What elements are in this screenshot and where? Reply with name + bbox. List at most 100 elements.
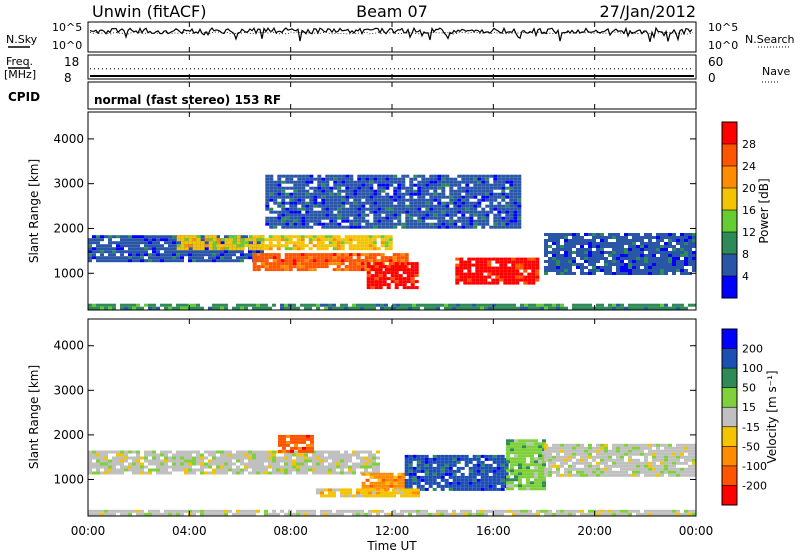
power-cell <box>180 256 184 260</box>
power-cell <box>260 247 265 251</box>
power-cell <box>316 259 321 263</box>
power-cell <box>248 247 253 251</box>
colorbar-segment <box>722 407 737 427</box>
velocity-cell <box>506 439 510 443</box>
velocity-cell <box>208 465 212 469</box>
power-cell <box>588 251 592 254</box>
velocity-cell <box>192 462 196 466</box>
power-cell <box>369 201 374 205</box>
power-cell <box>370 280 375 284</box>
power-cell <box>409 213 414 217</box>
velocity-cell <box>436 472 441 476</box>
power-cell <box>293 174 298 178</box>
power-cell <box>421 198 426 202</box>
velocity-cell <box>288 462 292 466</box>
velocity-cell <box>668 473 672 477</box>
power-cell <box>572 272 576 275</box>
velocity-cell <box>672 470 676 474</box>
velocity-cell <box>552 470 556 474</box>
velocity-cell <box>514 451 518 455</box>
velocity-cell <box>448 487 453 491</box>
power-cell <box>544 233 548 236</box>
velocity-cell <box>132 471 136 475</box>
power-cell <box>644 272 648 275</box>
velocity-cell <box>192 456 196 460</box>
power-cell <box>380 253 385 257</box>
power-cell <box>416 306 420 310</box>
power-cell <box>475 278 480 282</box>
velocity-cell <box>492 509 496 513</box>
velocity-cell <box>120 450 124 454</box>
power-cell <box>433 210 438 214</box>
power-cell <box>377 207 382 211</box>
velocity-cell <box>556 449 560 453</box>
velocity-cell <box>164 459 168 463</box>
power-cell <box>381 207 386 211</box>
power-cell <box>620 266 624 269</box>
velocity-cell <box>340 465 344 469</box>
velocity-cell <box>538 454 542 458</box>
power-cell <box>417 213 422 217</box>
velocity-cell <box>620 512 624 516</box>
velocity-cell <box>636 509 640 513</box>
velocity-cell <box>668 455 672 459</box>
velocity-cell <box>404 457 409 461</box>
velocity-cell <box>212 459 216 463</box>
power-cell <box>309 216 314 220</box>
power-cell <box>406 262 411 266</box>
power-cell <box>289 204 294 208</box>
power-cell <box>317 177 322 181</box>
velocity-cell <box>544 473 548 477</box>
velocity-cell <box>388 491 392 495</box>
power-cell <box>660 272 664 275</box>
power-cell <box>378 265 383 269</box>
velocity-cell <box>444 454 449 458</box>
velocity-cell <box>298 446 302 450</box>
power-cell <box>374 268 379 272</box>
power-cell <box>495 281 500 285</box>
velocity-cell <box>336 509 340 513</box>
velocity-cell <box>268 459 272 463</box>
velocity-cell <box>332 453 336 457</box>
velocity-cell <box>464 460 469 464</box>
power-cell <box>433 177 438 181</box>
power-cell <box>296 253 301 257</box>
power-cell <box>433 222 438 226</box>
velocity-cell <box>244 468 248 472</box>
power-cell <box>393 180 398 184</box>
power-cell <box>517 177 522 181</box>
power-cell <box>377 180 382 184</box>
power-cell <box>305 207 310 211</box>
velocity-cell <box>530 475 534 479</box>
power-cell <box>523 257 528 261</box>
power-cell <box>389 201 394 205</box>
power-cell <box>273 201 278 205</box>
power-cell <box>364 306 368 310</box>
power-cell <box>366 265 371 269</box>
velocity-cell <box>96 512 100 516</box>
velocity-cell <box>377 478 382 482</box>
power-cell <box>527 281 532 285</box>
power-cell <box>289 210 294 214</box>
power-cell <box>373 216 378 220</box>
velocity-cell <box>608 470 612 474</box>
velocity-cell <box>420 484 425 488</box>
power-cell <box>104 244 108 248</box>
velocity-cell <box>580 458 584 462</box>
velocity-cell <box>188 459 192 463</box>
velocity-cell <box>444 472 449 476</box>
velocity-cell <box>460 478 465 482</box>
velocity-cell <box>108 509 112 513</box>
power-cell <box>452 306 456 310</box>
power-cell <box>556 269 560 272</box>
velocity-cell <box>284 471 288 475</box>
power-cell <box>324 256 329 260</box>
velocity-cell <box>538 448 542 452</box>
colorbar-tick-label: 200 <box>742 343 763 356</box>
power-cell <box>277 222 282 226</box>
velocity-cell <box>352 468 356 472</box>
power-cell <box>592 233 596 236</box>
velocity-cell <box>420 512 424 516</box>
power-cell <box>501 207 506 211</box>
